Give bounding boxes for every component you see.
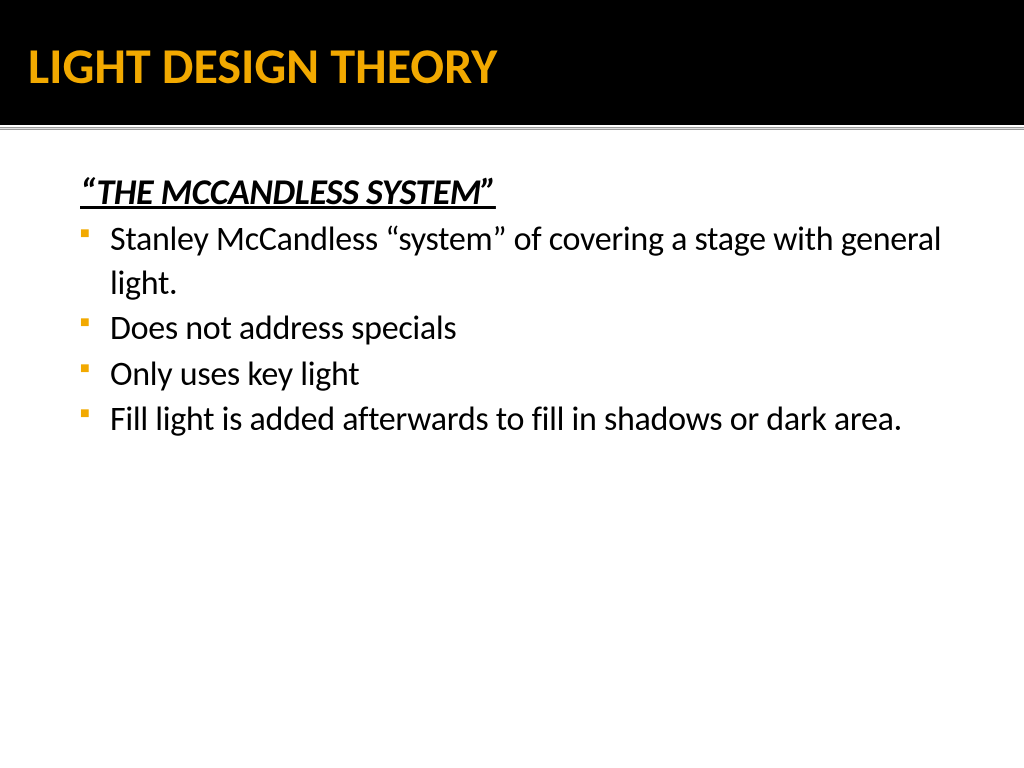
list-item: Fill light is added afterwards to fill i… — [80, 398, 954, 442]
list-item: Does not address specials — [80, 307, 954, 351]
bullet-list: Stanley McCandless “system” of covering … — [80, 218, 954, 442]
body-subtitle: “THE MCCANDLESS SYSTEM” — [80, 170, 954, 214]
list-item: Only uses key light — [80, 353, 954, 397]
slide-body: “THE MCCANDLESS SYSTEM” Stanley McCandle… — [0, 130, 1024, 444]
title-bar: LIGHT DESIGN THEORY — [0, 0, 1024, 125]
slide: LIGHT DESIGN THEORY “THE MCCANDLESS SYST… — [0, 0, 1024, 768]
list-item: Stanley McCandless “system” of covering … — [80, 218, 954, 305]
slide-title: LIGHT DESIGN THEORY — [28, 36, 996, 97]
